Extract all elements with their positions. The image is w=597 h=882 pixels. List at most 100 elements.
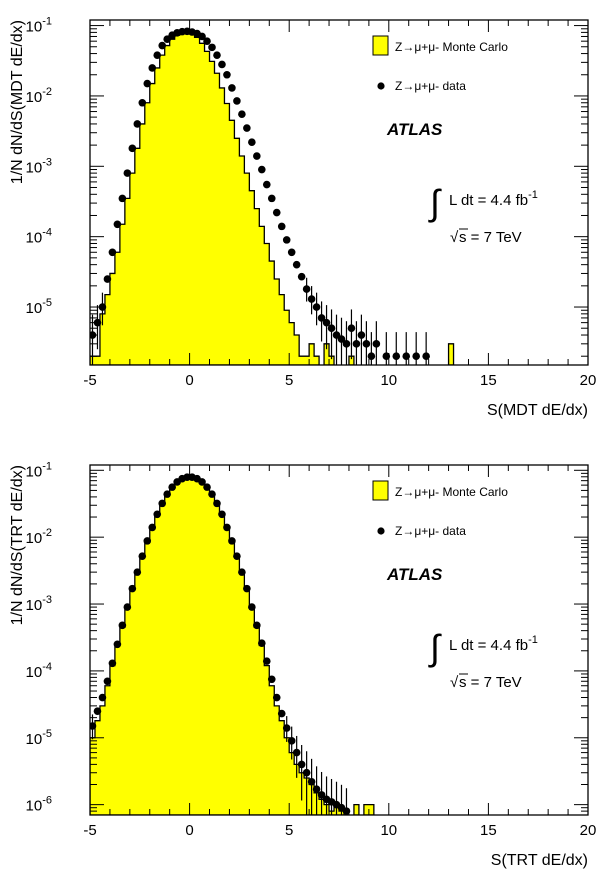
y-tick-label: 10-5 [26,297,52,317]
data-point [138,98,147,107]
data-point [138,552,147,560]
data-point [412,332,420,365]
data-point [277,222,286,231]
svg-text:∫: ∫ [428,182,442,223]
data-point [228,84,236,92]
data-point [163,490,171,498]
data-point [143,537,152,545]
data-point [238,568,246,576]
atlas-label: ATLAS [386,565,443,584]
data-point [342,321,351,365]
data-point [342,788,351,815]
x-tick-label: 15 [480,372,497,389]
data-point [382,332,391,365]
data-point [218,510,226,519]
data-point [223,523,231,532]
data-point [272,208,281,217]
svg-text:L dt = 4.4 fb-1: L dt = 4.4 fb-1 [449,189,538,209]
y-tick-label: 10-1 [26,460,52,480]
data-point [213,499,221,508]
y-tick-label: 10-2 [26,527,52,547]
y-axis-title: 1/N dN/dS(TRT dE/dx) [9,465,26,625]
data-point [307,758,316,815]
data-point [352,321,361,365]
data-point [243,584,251,593]
svg-text:∫: ∫ [428,627,442,668]
legend-data-label: Z→μ+μ- data [395,79,466,93]
mc-histogram [90,32,455,365]
svg-text:s = 7 TeV: s = 7 TeV [459,674,522,691]
data-point [277,709,286,718]
x-tick-label: 5 [285,822,293,839]
x-tick-label: 20 [580,372,597,389]
data-point [253,621,261,630]
data-point [153,51,162,59]
data-point [223,70,231,79]
data-point [158,499,167,508]
data-point [253,152,261,160]
data-point [402,332,411,365]
mdt-dedx-plot: -5 0 5 10 15 20 S(MDT dE/dx) 10-1 10-2 10-3 10-4 10… [0,0,597,435]
data-point [168,483,176,491]
data-point [302,751,311,815]
legend: Z→μ+μ- Monte Carlo Z→μ+μ- data [372,480,508,538]
svg-text:√: √ [450,229,459,246]
data-point [113,220,122,229]
y-axis-title: 1/N dN/dS(MDT dE/dx) [9,20,26,184]
y-tick-label: 10-4 [26,661,52,681]
x-axis: -5 0 5 10 15 20 [83,20,596,389]
data-point [108,248,117,257]
data-point [198,478,206,486]
svg-text:L dt = 4.4 fb-1: L dt = 4.4 fb-1 [449,634,538,654]
y-tick-label: 10-2 [26,86,52,106]
mc-histogram [90,476,375,815]
legend-mc-swatch [372,480,389,501]
data-point [347,309,356,360]
data-point [90,714,97,740]
data-point [282,716,291,742]
legend-mc-swatch [372,35,389,56]
data-point [128,144,137,153]
svg-text:s = 7 TeV: s = 7 TeV [459,229,522,246]
data-point [367,332,376,365]
data-point [203,37,211,45]
x-axis: -5 0 5 10 15 20 [83,465,596,839]
plot-frame [89,464,589,816]
x-tick-label: 20 [580,822,597,839]
legend-mc-label: Z→μ+μ- Monte Carlo [395,485,508,499]
data-point [317,301,326,342]
svg-text:√: √ [450,674,459,691]
data-point [243,124,251,132]
data-point [108,659,117,668]
data-point [317,771,326,815]
data-point [118,621,127,630]
y-tick-label: 10-6 [26,795,52,815]
data-point [153,510,162,519]
data-point [292,735,301,778]
plot-frame [89,19,589,366]
data-point [233,552,241,560]
x-tick-label: 5 [285,372,293,389]
x-tick-label: -5 [83,822,96,839]
plot-canvas: -5 0 5 10 15 20 S(TRT dE/dx) 10-1 10-2 10-3 10-4 10… [9,460,596,869]
data-point [372,321,381,365]
data-point [392,332,401,365]
data-point [287,248,296,257]
y-axis: 10-1 10-2 10-3 10-4 10-5 [26,16,588,357]
data-point [272,693,281,702]
data-point [312,292,321,326]
data-point [148,523,157,532]
data-point [128,584,137,593]
legend-mc-label: Z→μ+μ- Monte Carlo [395,40,508,54]
data-point [218,60,226,69]
data-point [357,314,366,365]
data-point [93,305,102,350]
energy-label: √ s = 7 TeV [450,673,522,691]
x-tick-label: 10 [380,372,397,389]
y-tick-label: 10-5 [26,728,52,748]
y-tick-label: 10-3 [26,156,52,176]
x-tick-label: 0 [185,372,193,389]
x-tick-label: 15 [480,822,497,839]
data-point [322,305,331,350]
x-tick-label: 0 [185,822,193,839]
